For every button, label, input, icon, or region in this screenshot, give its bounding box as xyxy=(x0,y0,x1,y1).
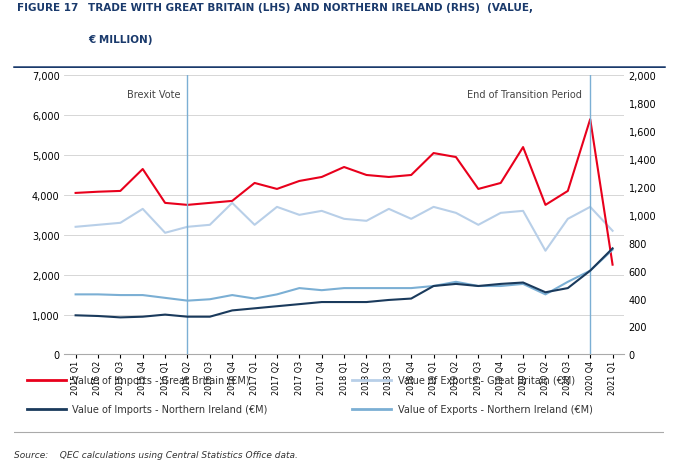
Text: Source:    QEC calculations using Central Statistics Office data.: Source: QEC calculations using Central S… xyxy=(14,450,298,459)
Text: Value of Imports - Great Britain (€M): Value of Imports - Great Britain (€M) xyxy=(72,375,250,385)
Text: Brexit Vote: Brexit Vote xyxy=(127,90,181,100)
Text: End of Transition Period: End of Transition Period xyxy=(467,90,582,100)
Text: FIGURE 17: FIGURE 17 xyxy=(17,3,79,13)
Text: TRADE WITH GREAT BRITAIN (LHS) AND NORTHERN IRELAND (RHS)  (VALUE,: TRADE WITH GREAT BRITAIN (LHS) AND NORTH… xyxy=(88,3,533,13)
Text: Value of Exports - Northern Ireland (€M): Value of Exports - Northern Ireland (€M) xyxy=(397,404,593,414)
Text: Value of Imports - Northern Ireland (€M): Value of Imports - Northern Ireland (€M) xyxy=(72,404,268,414)
Text: € MILLION): € MILLION) xyxy=(88,35,153,44)
Text: Value of Exports - Great Britain (€M): Value of Exports - Great Britain (€M) xyxy=(397,375,575,385)
